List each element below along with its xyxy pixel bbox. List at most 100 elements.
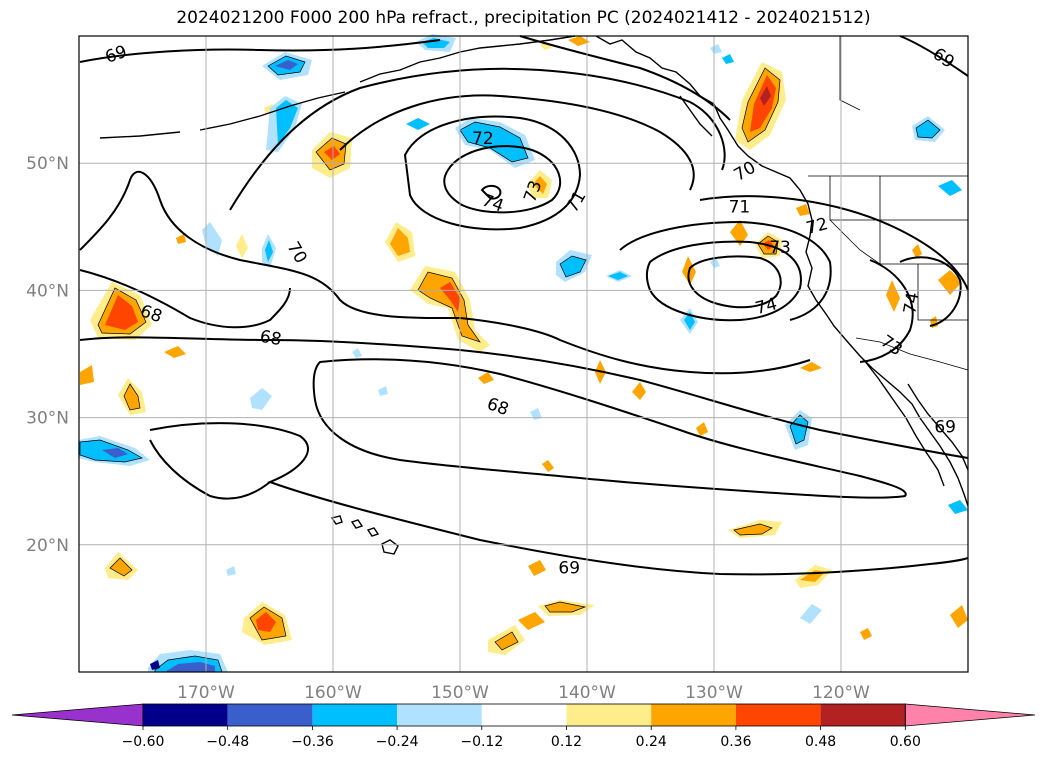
precip-outline bbox=[789, 414, 809, 445]
contour-label-text: 72 bbox=[472, 129, 494, 149]
contour-73-east bbox=[687, 255, 782, 309]
colorbar-tick-label: 0.12 bbox=[551, 734, 582, 750]
lat-tick-label: 40°N bbox=[26, 281, 69, 301]
island-oahu bbox=[350, 519, 364, 529]
map-frame bbox=[78, 35, 969, 673]
lat-tick-label: 50°N bbox=[26, 154, 69, 174]
precip-patch bbox=[916, 120, 940, 138]
precip-patch bbox=[226, 566, 236, 576]
precip-patch bbox=[533, 176, 547, 194]
precip-outline bbox=[315, 137, 347, 171]
precip-patch bbox=[378, 386, 388, 396]
precip-patch bbox=[632, 382, 646, 400]
contour-label: 72 bbox=[472, 129, 494, 149]
precip-patch bbox=[710, 44, 722, 54]
precip-patch bbox=[860, 628, 872, 640]
precip-outline bbox=[123, 383, 141, 411]
precip-outline bbox=[459, 121, 529, 163]
contour-72-ring bbox=[403, 115, 582, 231]
precip-outline bbox=[417, 271, 481, 343]
contour-label-text: 71 bbox=[729, 197, 751, 217]
precip-patch bbox=[938, 180, 962, 196]
precip-patch bbox=[406, 118, 430, 130]
precip-patch bbox=[495, 632, 518, 650]
lon-tick-label: 130°W bbox=[685, 683, 743, 703]
coastline-north-america bbox=[595, 35, 969, 507]
colorbar-extend-over bbox=[904, 703, 1036, 727]
coastline-aleutians bbox=[99, 131, 181, 139]
colorbar-extend-under bbox=[11, 703, 144, 727]
colorbar-segment bbox=[227, 704, 313, 726]
precip-patch bbox=[530, 408, 542, 420]
precip-patch bbox=[275, 60, 298, 70]
colorbar-segment bbox=[820, 704, 906, 726]
precip-patch bbox=[165, 662, 215, 672]
precip-positive bbox=[80, 36, 968, 655]
precip-patch bbox=[608, 272, 628, 280]
colorbar-segment bbox=[651, 704, 736, 726]
graticule bbox=[79, 36, 968, 672]
precip-patch bbox=[102, 448, 128, 458]
lon-tick-label: 120°W bbox=[812, 683, 870, 703]
precip-outline bbox=[544, 601, 587, 613]
colorbar-tick-label: −0.60 bbox=[122, 734, 165, 750]
precip-patch bbox=[518, 612, 545, 630]
island-maui bbox=[366, 527, 380, 537]
precip-patch bbox=[105, 295, 138, 330]
colorbar-segment bbox=[481, 704, 567, 726]
lon-tick-labels: 170°W 160°W 150°W 140°W 130°W 120°W bbox=[177, 683, 870, 703]
precip-outline bbox=[559, 255, 587, 278]
lat-tick-label: 30°N bbox=[26, 409, 69, 429]
coastline-baja bbox=[863, 359, 945, 487]
lon-tick-label: 150°W bbox=[431, 683, 489, 703]
colorbar-segments bbox=[11, 703, 1036, 727]
contour-71-ring bbox=[339, 94, 695, 191]
contour-70-ring bbox=[229, 67, 726, 211]
lat-tick-label: 20°N bbox=[26, 536, 69, 556]
colorbar-segment bbox=[397, 704, 482, 726]
colorbar-tick-label: −0.24 bbox=[376, 734, 419, 750]
precip-patch bbox=[545, 602, 585, 612]
precip-outline bbox=[249, 606, 287, 641]
contour-69-northeast bbox=[899, 35, 969, 77]
coastline-islands-bc bbox=[679, 95, 713, 137]
contour-label: 74 bbox=[900, 291, 923, 316]
precip-patch bbox=[352, 348, 362, 358]
precip-outline bbox=[97, 287, 147, 335]
precip-negative bbox=[78, 34, 968, 672]
refractivity-contours bbox=[79, 35, 969, 576]
precip-patch bbox=[730, 220, 748, 246]
precip-patch bbox=[800, 362, 822, 372]
colorbar-tick-label: 0.48 bbox=[805, 734, 836, 750]
precip-outline bbox=[733, 523, 773, 536]
precip-patch bbox=[734, 524, 772, 535]
contour-68-west bbox=[79, 269, 291, 329]
precip-patch bbox=[912, 244, 922, 258]
contour-label: 69 bbox=[934, 418, 956, 438]
precip-patch bbox=[176, 234, 186, 244]
colorbar-tick-label: 0.60 bbox=[890, 734, 921, 750]
precip-patch bbox=[265, 240, 273, 262]
precip-patch bbox=[164, 346, 186, 358]
contour-east-trough bbox=[699, 195, 969, 363]
contour-label: 69 bbox=[558, 559, 580, 579]
precip-patch bbox=[528, 560, 546, 576]
lon-tick-label: 160°W bbox=[304, 683, 362, 703]
precip-outline bbox=[494, 631, 519, 651]
contour-label: 71 bbox=[729, 197, 751, 217]
contour-label-text: 74 bbox=[900, 291, 923, 316]
precip-patch bbox=[250, 388, 272, 410]
precip-outline bbox=[915, 119, 941, 139]
contour-71-east bbox=[619, 220, 832, 321]
lat-tick-labels: 50°N 40°N 30°N 20°N bbox=[26, 154, 69, 556]
precip-patch bbox=[276, 100, 298, 145]
contour-74-ring bbox=[480, 184, 502, 200]
precip-patch bbox=[790, 415, 808, 444]
precip-patch bbox=[948, 500, 968, 514]
precip-outline bbox=[741, 67, 781, 143]
colorbar-segment bbox=[312, 704, 398, 726]
lon-tick-label: 140°W bbox=[558, 683, 616, 703]
precip-patch bbox=[696, 422, 708, 436]
coastline-alaska bbox=[199, 91, 346, 131]
